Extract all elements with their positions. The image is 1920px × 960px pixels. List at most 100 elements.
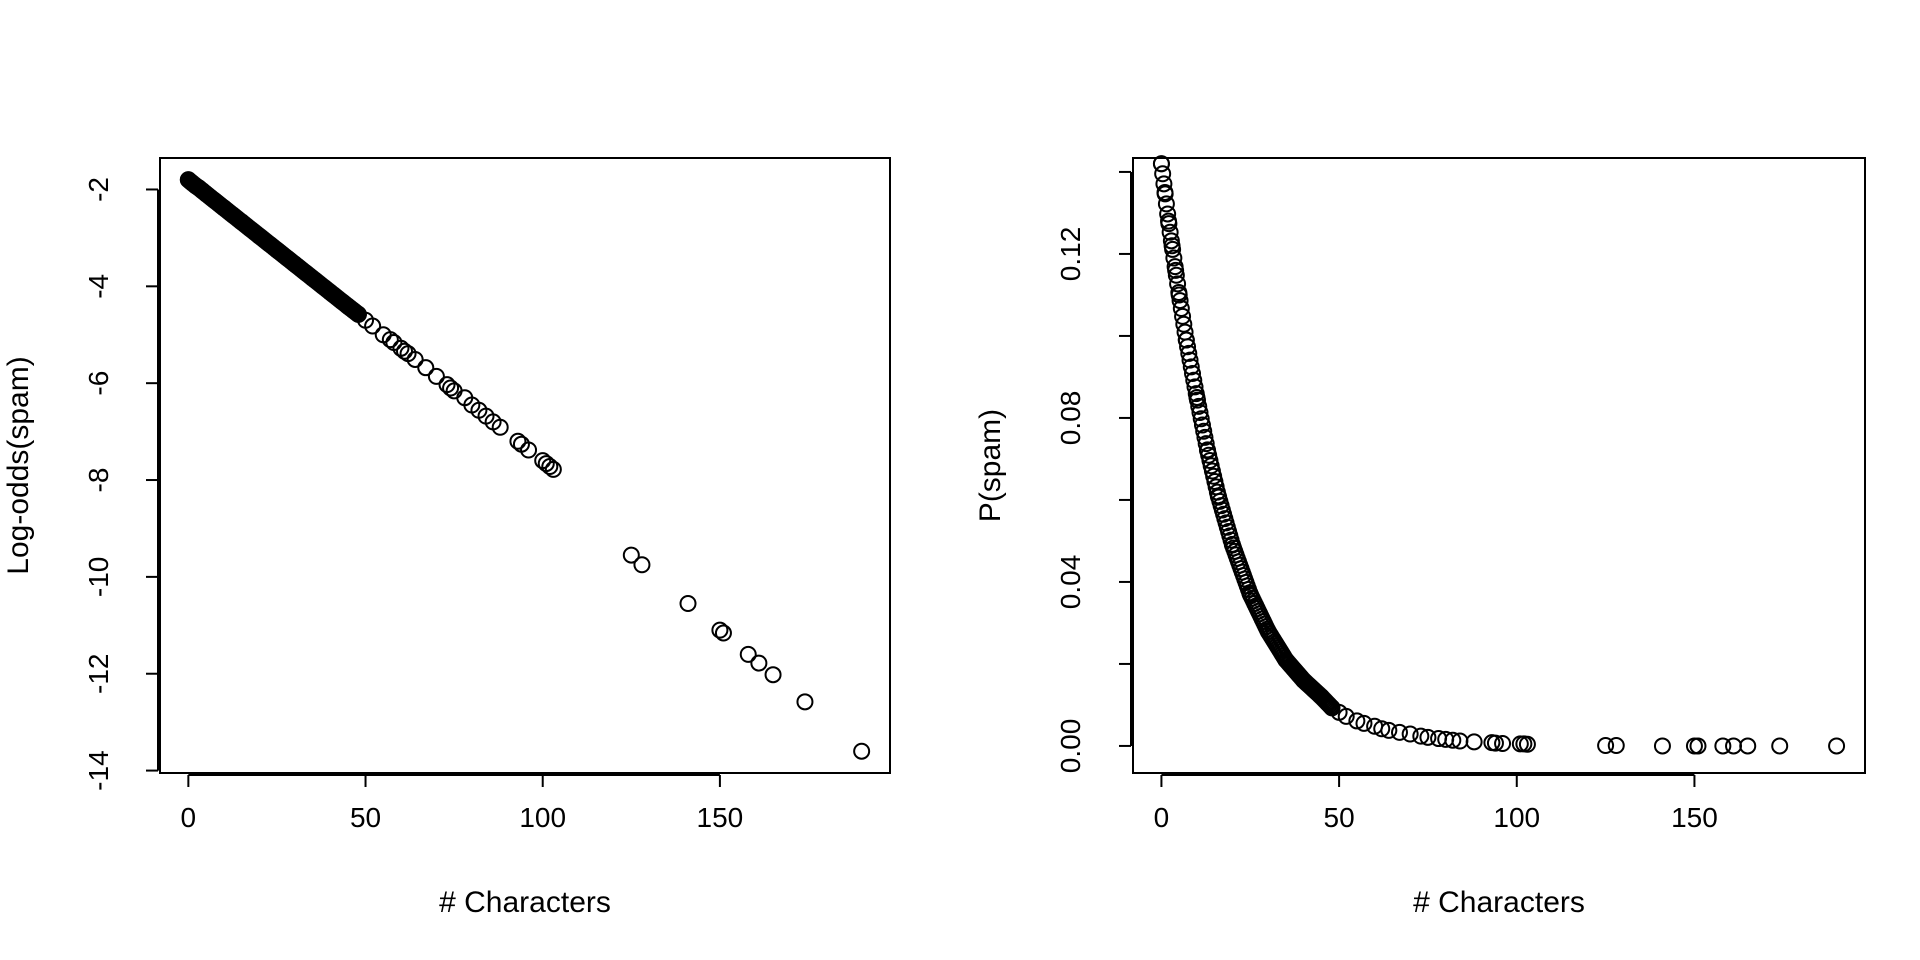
data-point	[714, 624, 732, 642]
x-tick-label: 100	[1493, 802, 1540, 833]
data-point	[1209, 487, 1227, 505]
data-point	[711, 621, 729, 639]
data-point	[233, 213, 251, 231]
data-point	[1160, 212, 1178, 230]
log-odds-scatter-panel: 0 50 100 150 -2 -4 -6 -8 -10 -12 -14 # Characters Lo…	[2, 157, 891, 919]
x-tick-label: 150	[697, 802, 744, 833]
x-tick-label: 100	[519, 802, 566, 833]
x-axis-title: # Characters	[439, 886, 611, 919]
data-point	[286, 255, 304, 273]
data-point	[1355, 714, 1373, 732]
x-tick-label: 50	[1324, 802, 1355, 833]
x-tick-label: 50	[350, 802, 381, 833]
data-point	[1714, 737, 1732, 755]
y-axis-title: P(spam)	[974, 409, 1007, 522]
data-point	[194, 182, 212, 200]
data-point	[541, 457, 559, 475]
data-point	[381, 331, 399, 349]
data-point	[1380, 721, 1398, 739]
data-point	[1175, 315, 1193, 333]
data-point	[509, 432, 527, 450]
data-point	[1170, 286, 1188, 304]
data-point	[1689, 737, 1707, 755]
data-point	[1167, 261, 1185, 279]
data-point	[1196, 428, 1214, 446]
y-tick-label: -14	[83, 750, 114, 790]
data-point	[1155, 175, 1173, 193]
data-point	[1169, 275, 1187, 293]
data-point	[622, 546, 640, 564]
data-point	[1163, 237, 1181, 255]
data-point	[442, 379, 460, 397]
data-point	[1182, 358, 1200, 376]
data-point	[1192, 410, 1210, 428]
data-point	[1181, 351, 1199, 369]
data-point	[1771, 737, 1789, 755]
data-point	[491, 418, 509, 436]
data-point	[427, 367, 445, 385]
data-point	[764, 666, 782, 684]
data-point	[679, 595, 697, 613]
data-point	[1277, 651, 1295, 669]
data-point	[1193, 416, 1211, 434]
data-point	[1494, 734, 1512, 752]
x-tick-label: 0	[181, 802, 197, 833]
data-point	[1223, 536, 1241, 554]
data-point	[1685, 737, 1703, 755]
data-point	[303, 269, 321, 287]
data-point	[406, 350, 424, 368]
data-point	[1607, 737, 1625, 755]
data-point	[250, 227, 268, 245]
plot-frame	[1132, 157, 1866, 774]
y-axis-title: Log-odds(spam)	[2, 356, 35, 574]
data-point	[1725, 737, 1743, 755]
data-point	[1197, 435, 1215, 453]
data-point	[1318, 693, 1336, 711]
data-point	[1199, 442, 1217, 460]
data-point	[1165, 249, 1183, 267]
data-point	[853, 742, 871, 760]
data-point	[1241, 585, 1259, 603]
y-tick-label: -6	[83, 371, 114, 396]
data-point	[215, 199, 233, 217]
data-point	[1161, 223, 1179, 241]
data-point	[750, 654, 768, 672]
data-point	[268, 241, 286, 259]
data-point	[1154, 165, 1172, 183]
data-point	[1152, 155, 1170, 173]
data-point	[1373, 720, 1391, 738]
data-point	[1444, 731, 1462, 749]
data-point	[1171, 292, 1189, 310]
data-point	[339, 297, 357, 315]
data-point	[739, 645, 757, 663]
data-point	[1312, 688, 1330, 706]
data-point	[1177, 331, 1195, 349]
data-point	[197, 185, 215, 203]
data-point	[520, 441, 538, 459]
data-point	[544, 460, 562, 478]
data-point	[796, 693, 814, 711]
data-point	[1401, 725, 1419, 743]
probability-scatter-panel: 0 50 100 150 0.00 0.04 0.08 0.12 # Characters P(s…	[974, 155, 1866, 919]
data-point	[364, 317, 382, 335]
data-point	[1322, 697, 1340, 715]
data-point	[1518, 735, 1536, 753]
x-tick-label: 150	[1671, 802, 1718, 833]
data-point	[1159, 205, 1177, 223]
y-tick-label: -12	[83, 653, 114, 693]
data-point	[1391, 723, 1409, 741]
data-point	[396, 342, 414, 360]
data-point	[417, 359, 435, 377]
data-point	[1180, 344, 1198, 362]
data-point	[1465, 733, 1483, 751]
data-point	[1157, 195, 1175, 213]
data-point	[633, 556, 651, 574]
data-point	[1348, 712, 1366, 730]
y-tick-label: 0.00	[1055, 719, 1086, 774]
data-point	[1195, 422, 1213, 440]
data-point	[1295, 671, 1313, 689]
y-tick-label: -8	[83, 468, 114, 493]
data-point	[1828, 737, 1846, 755]
data-point	[1653, 737, 1671, 755]
